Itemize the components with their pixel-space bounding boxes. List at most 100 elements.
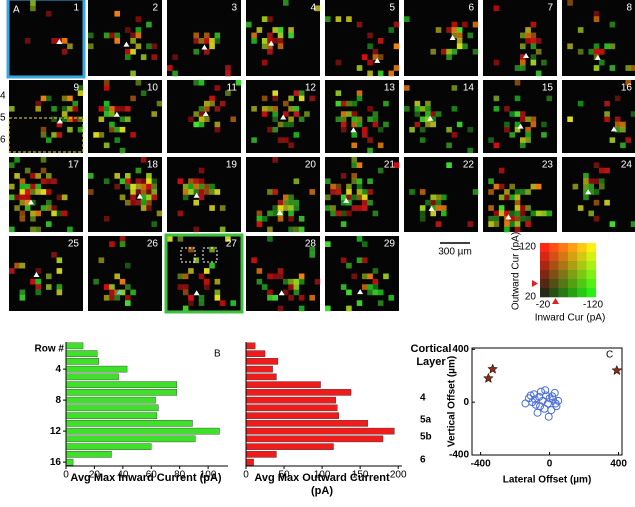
- map-pixel: [356, 21, 363, 28]
- map-pixel: [293, 132, 300, 138]
- colorbar-cell: [549, 243, 559, 253]
- map-pixel: [156, 100, 163, 107]
- map-pixel: [340, 210, 347, 217]
- map-pixel: [219, 226, 226, 233]
- map-pixel: [514, 95, 521, 102]
- map-pixel: [272, 210, 279, 217]
- map-pixel: [61, 48, 68, 55]
- map-pixel: [204, 116, 210, 123]
- map-pixel: [530, 32, 537, 39]
- star-point: [487, 363, 499, 374]
- map-pixel: [419, 116, 426, 123]
- map-pixel: [146, 21, 152, 28]
- map-pixel: [583, 194, 589, 201]
- map-pixel: [372, 284, 379, 290]
- soma-marker: [517, 123, 524, 129]
- map-pixel: [504, 226, 510, 233]
- map-pixel: [414, 106, 421, 112]
- map-pixel: [130, 289, 136, 296]
- map-pixel: [520, 215, 526, 222]
- map-pixel: [193, 111, 200, 117]
- dotted-box: [8, 117, 84, 153]
- map-pixel: [130, 48, 136, 55]
- map-pixel: [425, 106, 431, 112]
- map-pixel: [599, 59, 605, 66]
- soma-marker: [505, 214, 512, 220]
- map-pixel: [114, 106, 121, 112]
- map-pixel: [446, 162, 452, 169]
- map-pixel: [493, 106, 500, 112]
- map-pixel: [335, 210, 342, 217]
- x-axis-label: Lateral Offset (µm): [503, 475, 592, 486]
- map-pixel: [267, 226, 273, 233]
- map-pixel: [267, 48, 273, 55]
- map-pixel: [193, 48, 200, 55]
- map-pixel: [46, 205, 52, 211]
- map-pixel: [304, 111, 310, 117]
- map-pixel: [530, 43, 537, 50]
- red-marker: [532, 280, 538, 287]
- map-pixel: [520, 116, 526, 123]
- map-pixel: [498, 205, 505, 211]
- map-pixel: [335, 116, 342, 123]
- map-pixel: [277, 27, 284, 33]
- map-pixel: [193, 199, 200, 206]
- map-pixel: [367, 59, 373, 66]
- tile-highlight: [6, 0, 86, 79]
- map-pixel: [130, 132, 136, 138]
- map-pixel: [298, 90, 305, 96]
- row-label: 5: [0, 113, 6, 124]
- map-pixel: [103, 111, 110, 117]
- scatter-point: [544, 412, 553, 421]
- map-pixel: [509, 111, 516, 117]
- map-pixel: [140, 90, 147, 96]
- map-pixel: [446, 54, 452, 61]
- map-pixel: [114, 289, 121, 296]
- map-pixel: [393, 43, 400, 50]
- map-pixel: [103, 32, 110, 39]
- map-pixel: [30, 5, 36, 12]
- colorbar-cell: [577, 270, 587, 280]
- map-pixel: [98, 116, 105, 123]
- map-pixel: [204, 100, 210, 107]
- map-pixel: [593, 178, 600, 185]
- map-pixel: [372, 289, 379, 296]
- map-pixel: [340, 100, 347, 107]
- map-pixel: [214, 106, 221, 112]
- colorbar-cell: [558, 261, 569, 271]
- map-pixel: [446, 27, 452, 33]
- map-pixel: [19, 183, 26, 190]
- map-pixel: [119, 116, 126, 123]
- map-pixel: [372, 116, 379, 123]
- map-pixel: [288, 27, 294, 33]
- map-pixel: [24, 189, 31, 195]
- panel-label: A: [13, 5, 20, 16]
- bar: [65, 412, 158, 419]
- map-pixel: [109, 284, 115, 290]
- map-pixel: [261, 111, 268, 117]
- map-pixel: [362, 284, 368, 290]
- map-pixel: [35, 100, 42, 107]
- map-pixel: [509, 210, 516, 217]
- colorbar-cell: [567, 270, 578, 280]
- map-pixel: [35, 106, 42, 112]
- soma-marker: [33, 271, 40, 277]
- map-pixel: [9, 194, 15, 201]
- map-pixel: [198, 111, 205, 117]
- map-pixel: [125, 48, 131, 55]
- map-pixel: [340, 126, 347, 133]
- map-pixel: [351, 273, 358, 280]
- map-pixel: [109, 241, 115, 248]
- map-pixel: [377, 289, 384, 296]
- colorbar-cell: [567, 261, 578, 271]
- map-pixel: [272, 157, 279, 163]
- map-pixel: [467, 32, 474, 39]
- map-pixel: [277, 305, 284, 312]
- bar: [245, 420, 368, 427]
- bar: [65, 350, 98, 357]
- map-pixel: [146, 183, 152, 190]
- map-pixel: [177, 284, 184, 290]
- map-pixel: [493, 221, 500, 227]
- colorbar-tick: -20: [536, 300, 551, 311]
- map-pixel: [114, 294, 121, 301]
